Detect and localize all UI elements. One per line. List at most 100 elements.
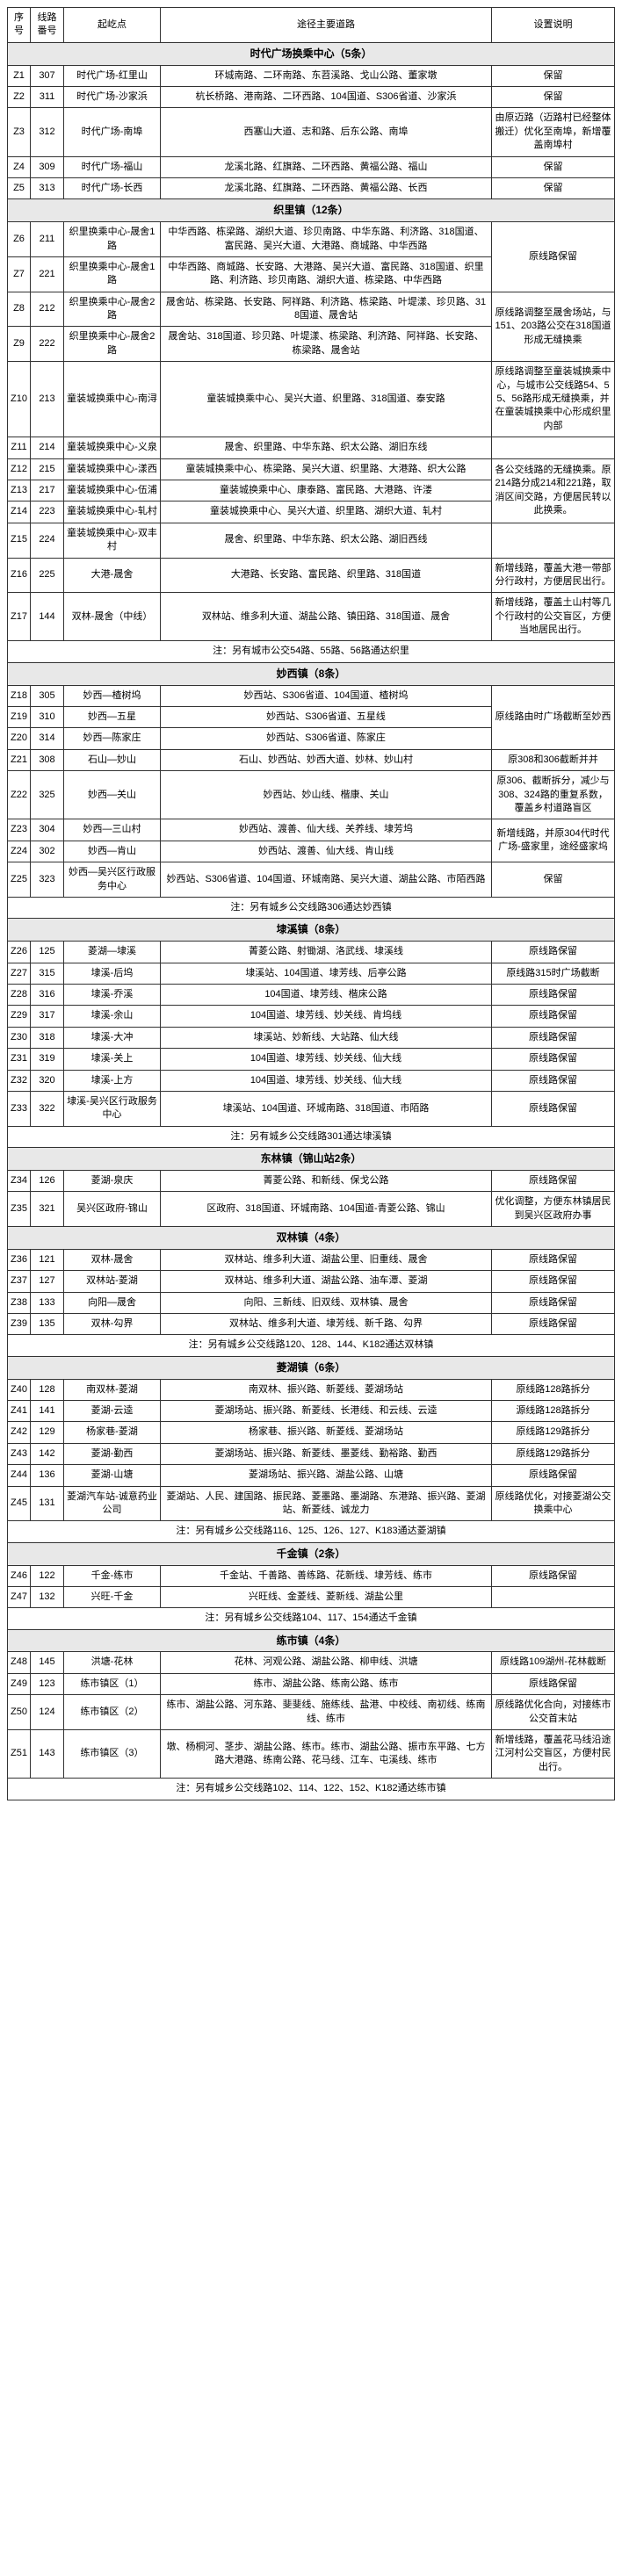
cell-roads: 向阳、三新线、旧双线、双林镇、晟舍 (161, 1292, 492, 1313)
cell-route: 310 (31, 707, 64, 728)
cell-setting: 保留 (492, 862, 615, 898)
cell-setting: 保留 (492, 177, 615, 198)
cell-seq: Z36 (8, 1249, 31, 1270)
header-endpoints: 起屹点 (64, 8, 161, 43)
cell-endpoints: 菱湖—埭溪 (64, 942, 161, 963)
cell-setting: 新增线路，覆盖花马线沿途江河村公交盲区，方便村民出行。 (492, 1730, 615, 1779)
cell-roads: 石山、妙西站、妙西大道、妙林、妙山村 (161, 749, 492, 770)
cell-seq: Z20 (8, 728, 31, 749)
cell-seq: Z45 (8, 1486, 31, 1521)
cell-setting: 原306、截断拆分，减少与308、324路的重复系数，覆盖乡村道路盲区 (492, 771, 615, 819)
section-note: 注：另有城乡公交线路120、128、144、K182通达双林镇 (8, 1335, 615, 1356)
cell-setting: 原线路保留 (492, 1049, 615, 1070)
cell-setting: 原线路保留 (492, 984, 615, 1005)
cell-seq: Z11 (8, 437, 31, 458)
cell-setting: 原线路保留 (492, 1271, 615, 1292)
cell-setting: 原线路保留 (492, 1249, 615, 1270)
cell-setting: 新增线路，覆盖土山村等几个行政村的公交盲区，方便当地居民出行。 (492, 593, 615, 641)
cell-route: 127 (31, 1271, 64, 1292)
cell-route: 224 (31, 523, 64, 558)
cell-endpoints: 菱湖汽车站-诚意药业公司 (64, 1486, 161, 1521)
cell-setting: 原线路保留 (492, 1292, 615, 1313)
cell-seq: Z29 (8, 1006, 31, 1027)
cell-route: 123 (31, 1673, 64, 1694)
cell-seq: Z4 (8, 156, 31, 177)
cell-seq: Z34 (8, 1170, 31, 1191)
cell-route: 317 (31, 1006, 64, 1027)
cell-seq: Z44 (8, 1465, 31, 1486)
cell-endpoints: 时代广场-长西 (64, 177, 161, 198)
cell-route: 213 (31, 362, 64, 437)
cell-setting: 新增线路，覆盖大港一带部分行政村，方便居民出行。 (492, 558, 615, 593)
cell-roads: 大港路、长安路、富民路、织里路、318国道 (161, 558, 492, 593)
cell-seq: Z37 (8, 1271, 31, 1292)
cell-endpoints: 练市镇区（1） (64, 1673, 161, 1694)
cell-roads: 童装城换乘中心、康泰路、富民路、大港路、许溇 (161, 480, 492, 501)
cell-endpoints: 时代广场-南埠 (64, 108, 161, 156)
cell-endpoints: 时代广场-红里山 (64, 65, 161, 86)
cell-seq: Z43 (8, 1443, 31, 1464)
cell-seq: Z40 (8, 1379, 31, 1400)
cell-roads: 妙西站、S306省道、五星线 (161, 707, 492, 728)
cell-roads: 104国道、埭芳线、妙关线、仙大线 (161, 1049, 492, 1070)
cell-roads: 104国道、埭芳线、妙关线、肯坞线 (161, 1006, 492, 1027)
cell-roads: 双林站、维多利大道、湖盐公里、旧重线、晟舍 (161, 1249, 492, 1270)
cell-setting: 原线路保留 (492, 1565, 615, 1586)
cell-endpoints: 童装城换乘中心-漾西 (64, 458, 161, 480)
cell-seq: Z31 (8, 1049, 31, 1070)
cell-roads: 妙西站、渡善、仙大线、肯山线 (161, 841, 492, 862)
cell-endpoints: 妙西—楂树坞 (64, 685, 161, 706)
cell-endpoints: 双林-晟舍 (64, 1249, 161, 1270)
cell-setting: 原线路保留 (492, 1091, 615, 1126)
cell-roads: 中华西路、栋梁路、湖织大道、珍贝南路、中华东路、利济路、318国道、富民路、吴兴… (161, 222, 492, 257)
cell-seq: Z23 (8, 819, 31, 841)
cell-endpoints: 妙西—吴兴区行政服务中心 (64, 862, 161, 898)
cell-roads: 埭溪站、妙新线、大站路、仙大线 (161, 1027, 492, 1048)
cell-setting: 原线路保留 (492, 1465, 615, 1486)
cell-endpoints: 埭溪-后坞 (64, 963, 161, 984)
cell-route: 314 (31, 728, 64, 749)
cell-setting: 新增线路，并原304代时代广场-盛家里，途经盛家坞 (492, 819, 615, 862)
cell-endpoints: 织里换乘中心-晟舍2路 (64, 292, 161, 327)
cell-route: 212 (31, 292, 64, 327)
cell-seq: Z35 (8, 1192, 31, 1227)
cell-setting: 原线路129路拆分 (492, 1443, 615, 1464)
cell-route: 141 (31, 1400, 64, 1421)
cell-setting: 保留 (492, 156, 615, 177)
cell-seq: Z5 (8, 177, 31, 198)
cell-route: 320 (31, 1070, 64, 1091)
cell-endpoints: 南双林-菱湖 (64, 1379, 161, 1400)
section-note: 注：另有城乡公交线路102、114、122、152、K182通达练市镇 (8, 1779, 615, 1800)
cell-roads: 环城南路、二环南路、东苕溪路、戈山公路、董家墩 (161, 65, 492, 86)
cell-endpoints: 埭溪-余山 (64, 1006, 161, 1027)
cell-roads: 104国道、埭芳线、妙关线、仙大线 (161, 1070, 492, 1091)
cell-roads: 晟舍、织里路、中华东路、织太公路、湖旧东线 (161, 437, 492, 458)
cell-route: 125 (31, 942, 64, 963)
cell-seq: Z32 (8, 1070, 31, 1091)
cell-setting: 原线路保留 (492, 1673, 615, 1694)
cell-seq: Z13 (8, 480, 31, 501)
cell-roads: 菱湖场站、振兴路、新菱线、墨菱线、勤裕路、勤西 (161, 1443, 492, 1464)
section-header: 妙西镇（8条） (8, 662, 615, 685)
header-seq: 序号 (8, 8, 31, 43)
cell-setting (492, 437, 615, 458)
cell-setting: 保留 (492, 86, 615, 107)
cell-roads: 兴旺线、金菱线、菱新线、湖盐公里 (161, 1586, 492, 1607)
cell-endpoints: 织里换乘中心-晟舍1路 (64, 256, 161, 292)
cell-roads: 龙溪北路、红旗路、二环西路、黄福公路、长西 (161, 177, 492, 198)
cell-seq: Z2 (8, 86, 31, 107)
section-header: 练市镇（4条） (8, 1629, 615, 1652)
cell-route: 309 (31, 156, 64, 177)
cell-seq: Z19 (8, 707, 31, 728)
cell-endpoints: 妙西—关山 (64, 771, 161, 819)
cell-route: 135 (31, 1314, 64, 1335)
section-note: 注：另有城乡公交线路116、125、126、127、K183通达菱湖镇 (8, 1521, 615, 1542)
cell-route: 302 (31, 841, 64, 862)
cell-seq: Z27 (8, 963, 31, 984)
cell-route: 305 (31, 685, 64, 706)
section-note: 注：另有城乡公交线路301通达埭溪镇 (8, 1126, 615, 1147)
header-setting: 设置说明 (492, 8, 615, 43)
section-header: 埭溪镇（8条） (8, 919, 615, 942)
cell-roads: 菁菱公路、和新线、保戈公路 (161, 1170, 492, 1191)
cell-seq: Z24 (8, 841, 31, 862)
